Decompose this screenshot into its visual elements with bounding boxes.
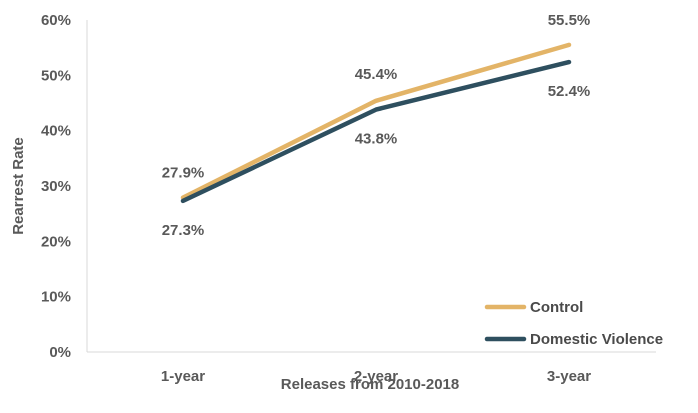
data-label: 27.3% (162, 222, 205, 239)
y-tick-label: 30% (41, 178, 71, 195)
legend: Control Domestic Violence (484, 299, 663, 348)
y-axis-title: Rearrest Rate (10, 137, 27, 235)
series-line-control (180, 42, 572, 200)
legend-label: Domestic Violence (530, 331, 663, 348)
y-tick-label: 10% (41, 289, 71, 306)
series-lines (180, 42, 572, 204)
series-line-domestic-violence (180, 59, 572, 204)
y-tick-label: 60% (41, 12, 71, 29)
data-label: 52.4% (548, 83, 591, 100)
y-tick-label: 0% (49, 344, 71, 361)
axes (86, 20, 656, 353)
x-axis-title: Releases from 2010-2018 (281, 376, 459, 393)
y-tick-label: 50% (41, 67, 71, 84)
x-tick-label: 3-year (547, 368, 591, 385)
x-tick-labels: 1-year 2-year 3-year (161, 368, 591, 385)
data-labels: 27.9% 45.4% 55.5% 27.3% 43.8% 52.4% (162, 12, 591, 239)
legend-label: Control (530, 299, 583, 316)
y-tick-label: 40% (41, 123, 71, 140)
data-label: 55.5% (548, 12, 591, 29)
data-label: 45.4% (355, 66, 398, 83)
x-tick-label: 2-year (354, 368, 398, 385)
x-tick-label: 1-year (161, 368, 205, 385)
data-label: 27.9% (162, 165, 205, 182)
y-tick-labels: 0% 10% 20% 30% 40% 50% 60% (41, 12, 71, 361)
y-tick-label: 20% (41, 233, 71, 250)
data-label: 43.8% (355, 131, 398, 148)
